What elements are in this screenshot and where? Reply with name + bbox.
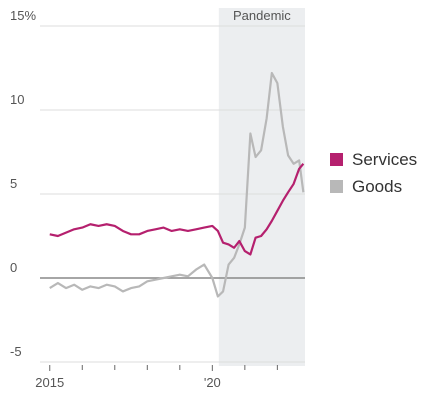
data-line bbox=[49, 163, 305, 256]
y-tick-label: -5 bbox=[10, 344, 22, 359]
legend-label: Services bbox=[352, 150, 417, 169]
data-line bbox=[49, 71, 305, 298]
y-tick-label: 15% bbox=[10, 8, 36, 23]
y-tick-label: 10 bbox=[10, 92, 24, 107]
y-tick-label: 0 bbox=[10, 260, 17, 275]
x-tick-label: 2015 bbox=[35, 375, 64, 390]
legend-swatch bbox=[330, 153, 343, 166]
legend-label: Goods bbox=[352, 177, 402, 196]
legend-swatch bbox=[330, 180, 343, 193]
y-tick-label: 5 bbox=[10, 176, 17, 191]
shade-label: Pandemic bbox=[233, 8, 291, 23]
x-tick-label: '20 bbox=[204, 375, 221, 390]
